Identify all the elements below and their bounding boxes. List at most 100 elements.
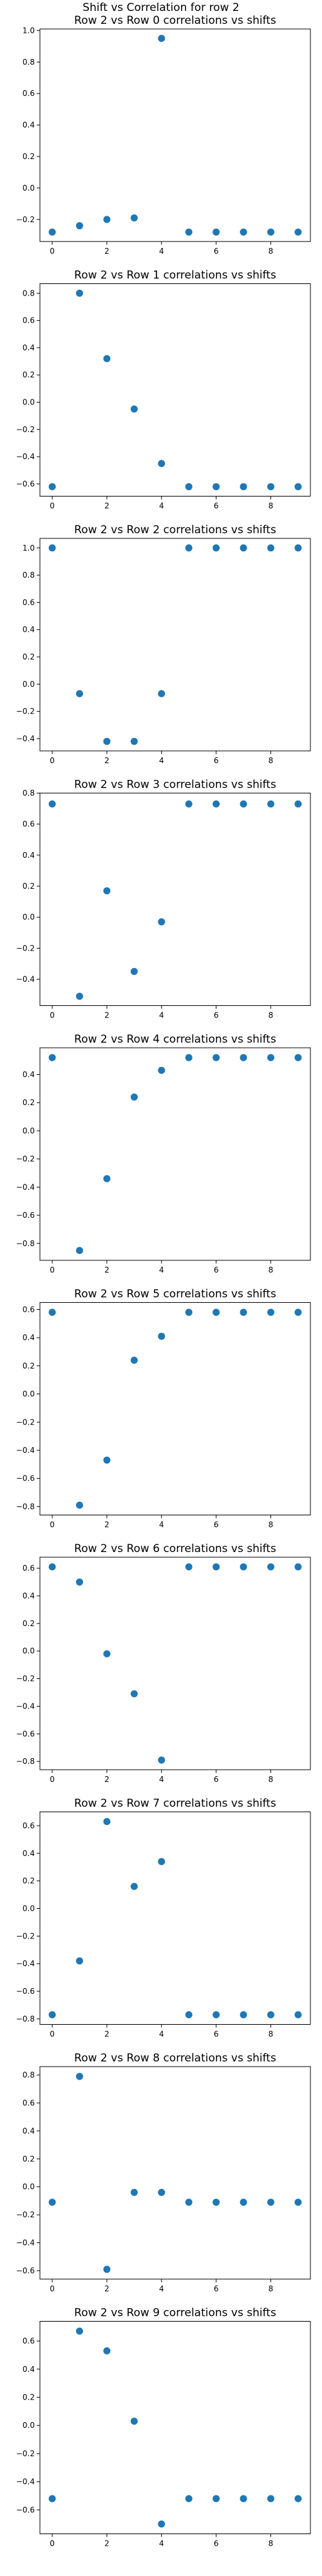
x-tick-label: 4 [159, 1775, 164, 1784]
y-tick-label: 0.4 [23, 120, 35, 129]
subplot-title: Row 2 vs Row 5 correlations vs shifts [74, 1288, 276, 1301]
y-tick-label: −0.2 [16, 1417, 35, 1426]
data-point [76, 2072, 84, 2080]
data-point [130, 2188, 138, 2196]
y-tick-label: −0.2 [16, 2210, 35, 2219]
y-tick-label: 0.6 [23, 89, 35, 98]
x-tick-label: 4 [159, 2539, 164, 2548]
y-tick-label: −0.6 [16, 1987, 35, 1996]
y-tick-label: 0.4 [23, 1333, 35, 1342]
y-tick-label: 0.0 [23, 1390, 35, 1399]
data-point [213, 800, 220, 808]
y-tick-label: 0.6 [23, 1821, 35, 1830]
y-tick-label: −0.2 [16, 943, 35, 952]
y-tick-label: 0.6 [23, 2098, 35, 2107]
axes-frame [39, 2321, 311, 2534]
y-tick-label: 0.0 [23, 1647, 35, 1656]
data-point [48, 228, 56, 236]
data-point [294, 1054, 302, 1061]
y-tick-label: 0.4 [23, 851, 35, 860]
y-tick-label: −0.4 [16, 734, 35, 743]
subplot-title: Row 2 vs Row 0 correlations vs shifts [74, 14, 276, 27]
data-point [185, 483, 193, 491]
data-point [76, 1501, 84, 1509]
y-tick-label: −0.4 [16, 1446, 35, 1455]
y-tick-label: 0.6 [23, 316, 35, 325]
data-point [76, 222, 84, 230]
x-tick-label: 4 [159, 1011, 164, 1020]
y-tick-label: 0.4 [23, 343, 35, 352]
data-point [48, 1054, 56, 1061]
x-tick-label: 8 [269, 756, 274, 765]
y-tick-label: −0.4 [16, 1182, 35, 1191]
x-tick-label: 0 [50, 756, 55, 765]
x-tick-label: 0 [50, 1775, 55, 1784]
x-tick-label: 8 [269, 502, 274, 511]
data-point [158, 690, 166, 697]
y-tick-label: −0.4 [16, 2239, 35, 2248]
data-point [158, 35, 166, 43]
y-tick-label: −0.8 [16, 1502, 35, 1511]
data-point [130, 1356, 138, 1364]
y-tick-label: 0.8 [23, 57, 35, 66]
y-tick-label: 0.4 [23, 625, 35, 634]
y-tick-label: −0.6 [16, 1474, 35, 1483]
data-point [240, 2199, 247, 2206]
x-tick-label: 6 [214, 1011, 219, 1020]
x-tick-label: 4 [159, 1520, 164, 1530]
x-tick-label: 2 [104, 1265, 109, 1274]
data-point [267, 483, 274, 491]
data-point [213, 228, 220, 236]
data-point [76, 1957, 84, 1965]
data-point [48, 2011, 56, 2018]
y-tick-label: 1.0 [23, 544, 35, 553]
y-tick-label: 0.4 [23, 2365, 35, 2374]
y-tick-label: 0.8 [23, 289, 35, 298]
data-point [185, 228, 193, 236]
data-point [76, 2327, 84, 2335]
x-tick-label: 0 [50, 2030, 55, 2039]
y-tick-label: −0.6 [16, 2266, 35, 2275]
data-point [103, 2347, 111, 2354]
x-tick-label: 6 [214, 1775, 219, 1784]
y-tick-label: 0.8 [23, 789, 35, 798]
y-tick-label: −0.2 [16, 1674, 35, 1683]
x-tick-label: 8 [269, 2030, 274, 2039]
y-tick-label: −0.4 [16, 1701, 35, 1710]
subplot-title: Row 2 vs Row 2 correlations vs shifts [74, 524, 276, 536]
x-tick-label: 2 [104, 1775, 109, 1784]
axes-frame [39, 793, 311, 1006]
data-point [267, 2495, 274, 2503]
data-point [48, 800, 56, 808]
y-tick-label: 0.2 [23, 1877, 35, 1886]
y-tick-label: 0.0 [23, 2183, 35, 2192]
data-point [267, 544, 274, 552]
y-tick-label: 0.4 [23, 2126, 35, 2136]
data-point [213, 544, 220, 552]
x-tick-label: 0 [50, 1011, 55, 1020]
y-tick-label: 0.0 [23, 2421, 35, 2430]
data-point [76, 690, 84, 697]
axes-frame [39, 1812, 311, 2025]
x-tick-label: 6 [214, 1265, 219, 1274]
axes-frame [39, 28, 311, 242]
subplot-title: Row 2 vs Row 9 correlations vs shifts [74, 2307, 276, 2320]
x-tick-label: 0 [50, 2284, 55, 2293]
axes-frame [39, 538, 311, 752]
x-tick-label: 8 [269, 1775, 274, 1784]
axes-frame [39, 2066, 311, 2280]
data-point [294, 800, 302, 808]
data-point [158, 918, 166, 925]
data-point [267, 2199, 274, 2206]
data-point [103, 355, 111, 363]
data-point [158, 460, 166, 468]
y-tick-label: −0.2 [16, 1931, 35, 1940]
data-point [48, 2199, 56, 2206]
data-point [240, 1309, 247, 1316]
y-tick-label: −0.8 [16, 1757, 35, 1766]
data-point [130, 214, 138, 222]
y-tick-label: 1.0 [23, 26, 35, 35]
x-tick-label: 8 [269, 2284, 274, 2293]
y-tick-label: 0.6 [23, 598, 35, 607]
